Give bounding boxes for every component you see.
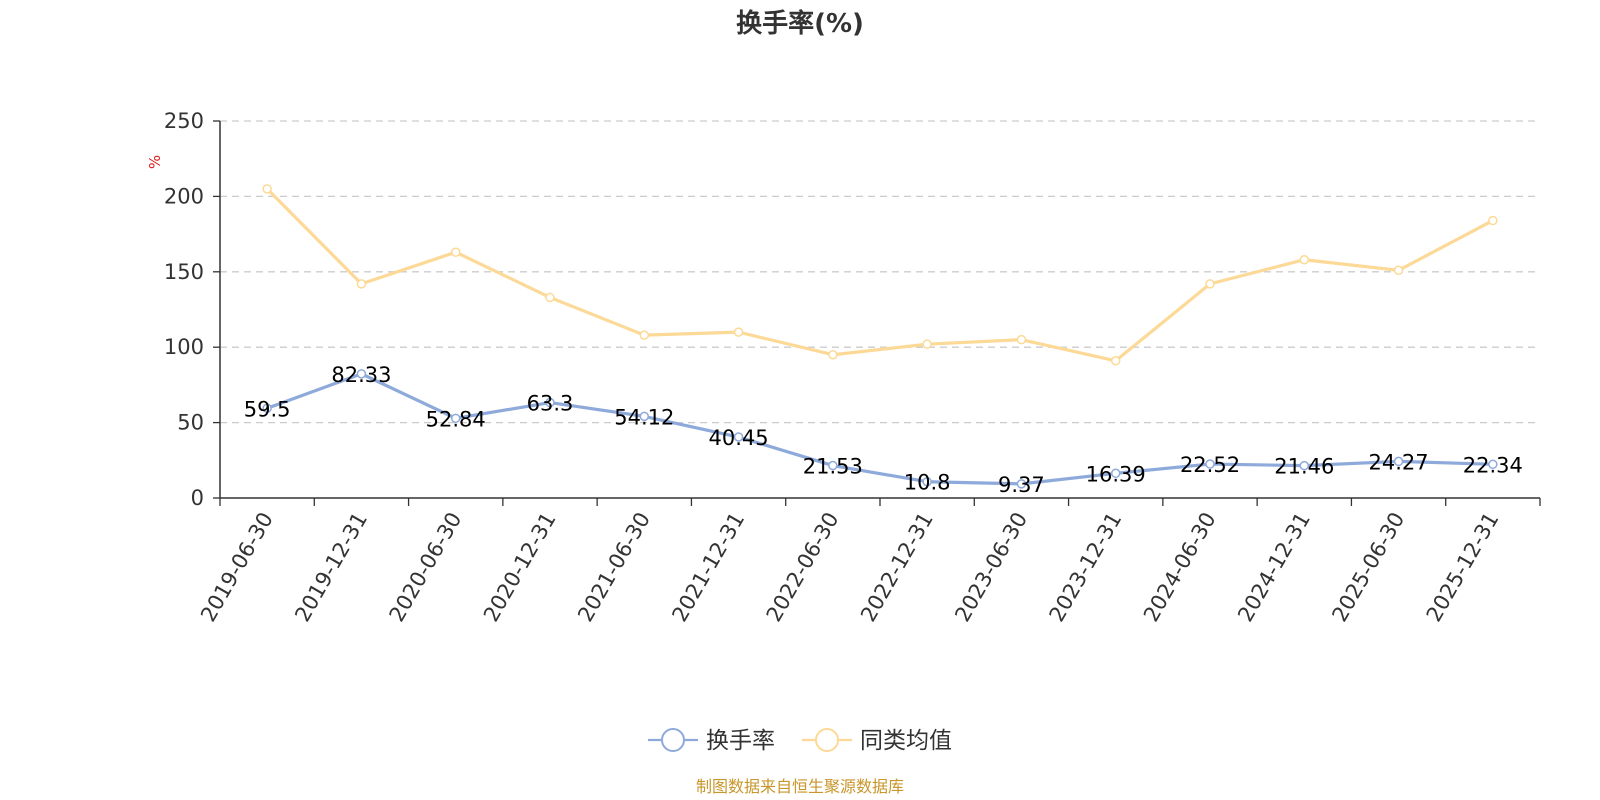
data-point[interactable] <box>1205 459 1215 469</box>
data-point[interactable] <box>733 432 744 442</box>
x-tick-label: 2024-12-31 <box>1233 508 1315 626</box>
legend[interactable]: 换手率 同类均值 <box>648 728 952 754</box>
data-point[interactable] <box>262 184 272 194</box>
data-point[interactable] <box>545 397 555 408</box>
data-point[interactable] <box>1016 334 1027 345</box>
x-tick-label: 2023-12-31 <box>1045 508 1127 626</box>
data-label: 40.45 <box>709 426 769 450</box>
data-label: 52.84 <box>426 407 486 431</box>
series-line-0 <box>266 372 1493 486</box>
data-point[interactable] <box>450 413 461 424</box>
data-label: 10.8 <box>904 471 951 495</box>
data-point[interactable] <box>828 349 838 360</box>
source-note: 制图数据来自恒生聚源数据库 <box>696 777 904 796</box>
data-label: 22.34 <box>1463 453 1523 477</box>
data-point[interactable] <box>1299 254 1310 265</box>
x-tick-label: 2023-06-30 <box>950 508 1032 626</box>
legend-marker[interactable] <box>815 728 839 752</box>
data-point[interactable] <box>1110 356 1121 366</box>
y-tick-label: 150 <box>164 260 204 284</box>
data-point[interactable] <box>1205 279 1215 289</box>
series-lines <box>262 184 1498 489</box>
data-point[interactable] <box>545 292 555 303</box>
data-point[interactable] <box>1016 479 1027 489</box>
x-tick-label: 2021-06-30 <box>573 508 655 626</box>
data-labels: 59.5 82.33 52.84 63.3 54.12 40.45 21.53 10.8 9.3… <box>244 363 1523 497</box>
data-label: 22.52 <box>1180 453 1240 477</box>
y-tick-label: 50 <box>177 411 204 435</box>
x-tick-label: 2024-06-30 <box>1139 508 1221 626</box>
data-point[interactable] <box>1393 265 1404 276</box>
x-tick-label: 2020-06-30 <box>385 508 467 626</box>
data-point[interactable] <box>922 476 932 487</box>
data-label: 21.46 <box>1274 455 1334 479</box>
data-label: 16.39 <box>1086 462 1146 486</box>
x-tick-label: 2025-12-31 <box>1422 508 1504 626</box>
y-tick-label: 200 <box>164 184 204 208</box>
data-point[interactable] <box>450 247 461 257</box>
data-point[interactable] <box>639 330 650 340</box>
grid-lines <box>220 120 1540 424</box>
data-point[interactable] <box>356 369 367 379</box>
data-point[interactable] <box>922 339 932 349</box>
data-label: 59.5 <box>244 397 291 421</box>
data-label: 24.27 <box>1369 450 1429 474</box>
data-label: 9.37 <box>998 473 1045 497</box>
data-label: 54.12 <box>614 405 674 429</box>
legend-label[interactable]: 换手率 <box>706 728 775 754</box>
data-label: 82.33 <box>331 363 391 387</box>
y-tick-label: 100 <box>164 335 204 359</box>
data-point[interactable] <box>639 411 650 422</box>
x-tick-label: 2022-12-31 <box>856 508 938 626</box>
data-label: 21.53 <box>803 455 863 479</box>
y-tick-label: 0 <box>191 486 204 510</box>
x-tick-label: 2021-12-31 <box>667 508 749 626</box>
x-tick-label: 2019-12-31 <box>290 508 372 626</box>
x-tick-label: 2020-12-31 <box>479 508 561 626</box>
data-point[interactable] <box>1110 468 1121 479</box>
data-point[interactable] <box>828 460 838 471</box>
chart-title: 换手率(%) <box>736 8 864 39</box>
data-point[interactable] <box>1393 456 1404 467</box>
data-point[interactable] <box>1488 459 1498 470</box>
x-tick-label: 2025-06-30 <box>1327 508 1409 626</box>
data-point[interactable] <box>356 279 367 289</box>
data-label: 63.3 <box>527 392 574 416</box>
data-point[interactable] <box>1488 215 1498 226</box>
x-tick-label: 2022-06-30 <box>762 508 844 626</box>
data-point[interactable] <box>262 403 272 414</box>
data-point[interactable] <box>1299 460 1310 471</box>
legend-marker[interactable] <box>661 728 685 752</box>
x-tick-label: 2019-06-30 <box>196 508 278 626</box>
y-tick-label: 250 <box>164 109 204 133</box>
series-line-1 <box>266 187 1494 363</box>
legend-label[interactable]: 同类均值 <box>860 728 952 754</box>
y-axis-unit-label: % <box>146 155 164 169</box>
data-point[interactable] <box>733 327 744 337</box>
